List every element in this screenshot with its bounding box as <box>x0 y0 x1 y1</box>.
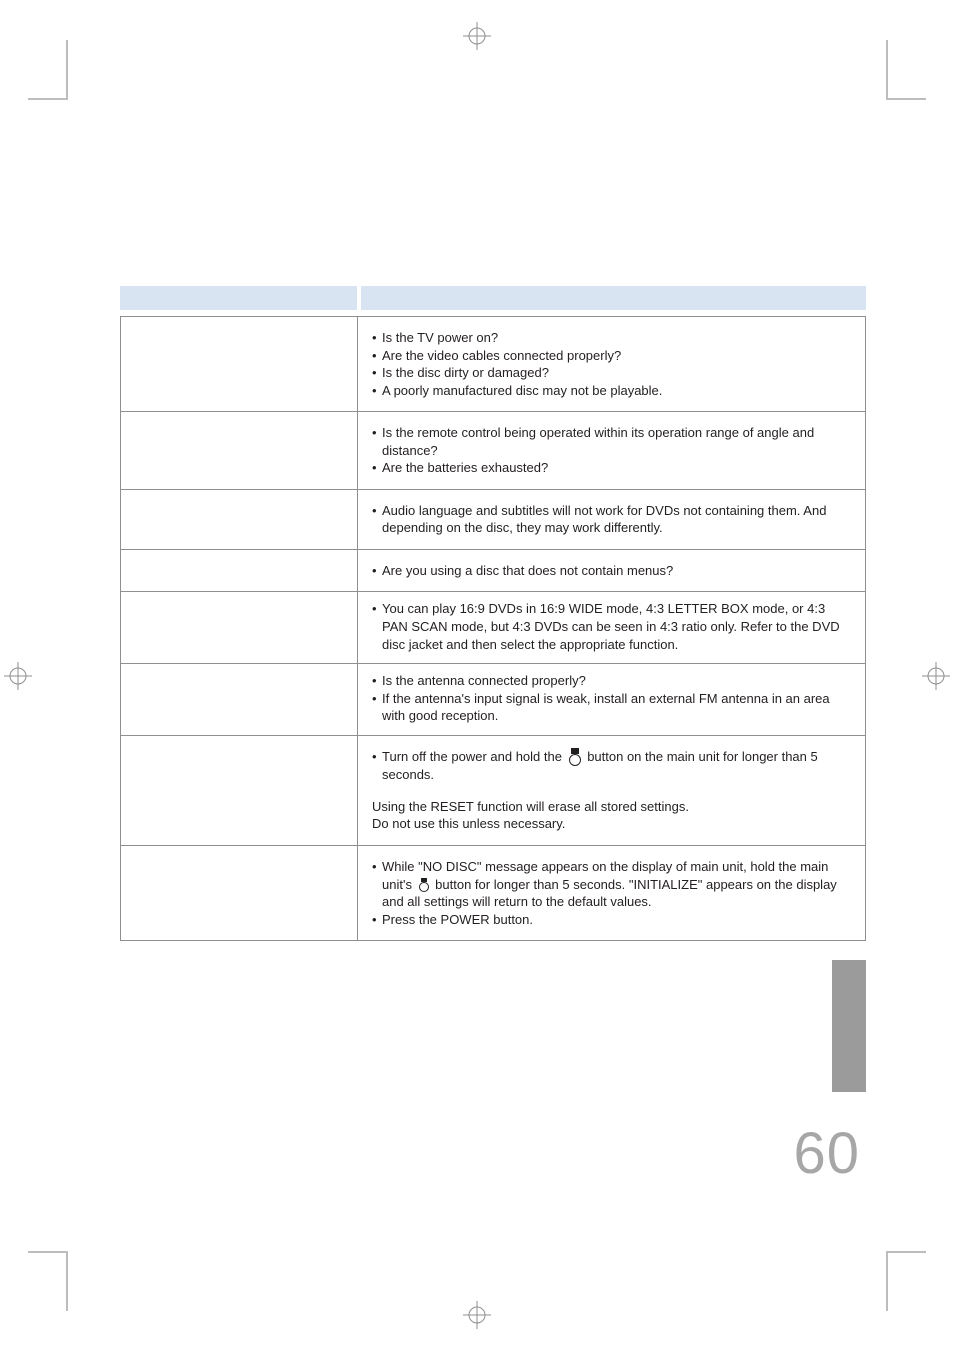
remedy-item: You can play 16:9 DVDs in 16:9 WIDE mode… <box>372 600 851 653</box>
table-row: Is the antenna connected properly?If the… <box>121 664 866 736</box>
remedy-cell: Is the remote control being operated wit… <box>358 412 866 490</box>
remedy-item: Turn off the power and hold the button o… <box>372 748 851 784</box>
remedy-item: Is the TV power on? <box>372 329 851 347</box>
symptom-cell <box>121 317 358 412</box>
symptom-cell <box>121 592 358 664</box>
table-row: While "NO DISC" message appears on the d… <box>121 845 866 940</box>
note-text: Do not use this unless necessary. <box>372 815 851 833</box>
table-header <box>120 286 866 310</box>
remedy-cell: Audio language and subtitles will not wo… <box>358 489 866 549</box>
remedy-item: If the antenna's input signal is weak, i… <box>372 690 851 725</box>
remedy-item: While "NO DISC" message appears on the d… <box>372 858 851 911</box>
table-row: Is the TV power on?Are the video cables … <box>121 317 866 412</box>
remedy-cell: Is the TV power on?Are the video cables … <box>358 317 866 412</box>
symptom-cell <box>121 549 358 592</box>
troubleshooting-table: Is the TV power on?Are the video cables … <box>120 286 866 941</box>
table-row: You can play 16:9 DVDs in 16:9 WIDE mode… <box>121 592 866 664</box>
table-row: Turn off the power and hold the button o… <box>121 735 866 845</box>
section-tab <box>832 960 866 1092</box>
remedy-item: Are the video cables connected properly? <box>372 347 851 365</box>
page-number: 60 <box>793 1120 860 1187</box>
remedy-cell: Are you using a disc that does not conta… <box>358 549 866 592</box>
remedy-item: Is the antenna connected properly? <box>372 672 851 690</box>
remedy-cell: You can play 16:9 DVDs in 16:9 WIDE mode… <box>358 592 866 664</box>
remedy-item: Are you using a disc that does not conta… <box>372 562 851 580</box>
registration-mark-icon <box>922 662 950 690</box>
stop-button-icon <box>568 748 582 766</box>
stop-button-icon <box>418 878 430 892</box>
table-row: Are you using a disc that does not conta… <box>121 549 866 592</box>
registration-mark-icon <box>463 22 491 50</box>
troubleshoot-grid: Is the TV power on?Are the video cables … <box>120 316 866 941</box>
remedy-item: A poorly manufactured disc may not be pl… <box>372 382 851 400</box>
table-row: Audio language and subtitles will not wo… <box>121 489 866 549</box>
symptom-cell <box>121 664 358 736</box>
registration-mark-icon <box>463 1301 491 1329</box>
remedy-item: Audio language and subtitles will not wo… <box>372 502 851 537</box>
remedy-item: Is the disc dirty or damaged? <box>372 364 851 382</box>
remedy-cell: While "NO DISC" message appears on the d… <box>358 845 866 940</box>
remedy-item: Is the remote control being operated wit… <box>372 424 851 459</box>
remedy-item: Press the POWER button. <box>372 911 851 929</box>
symptom-cell <box>121 845 358 940</box>
remedy-cell: Turn off the power and hold the button o… <box>358 735 866 845</box>
remedy-cell: Is the antenna connected properly?If the… <box>358 664 866 736</box>
note-text: Using the RESET function will erase all … <box>372 798 851 816</box>
table-row: Is the remote control being operated wit… <box>121 412 866 490</box>
symptom-cell <box>121 412 358 490</box>
remedy-item: Are the batteries exhausted? <box>372 459 851 477</box>
registration-mark-icon <box>4 662 32 690</box>
symptom-cell <box>121 735 358 845</box>
symptom-cell <box>121 489 358 549</box>
